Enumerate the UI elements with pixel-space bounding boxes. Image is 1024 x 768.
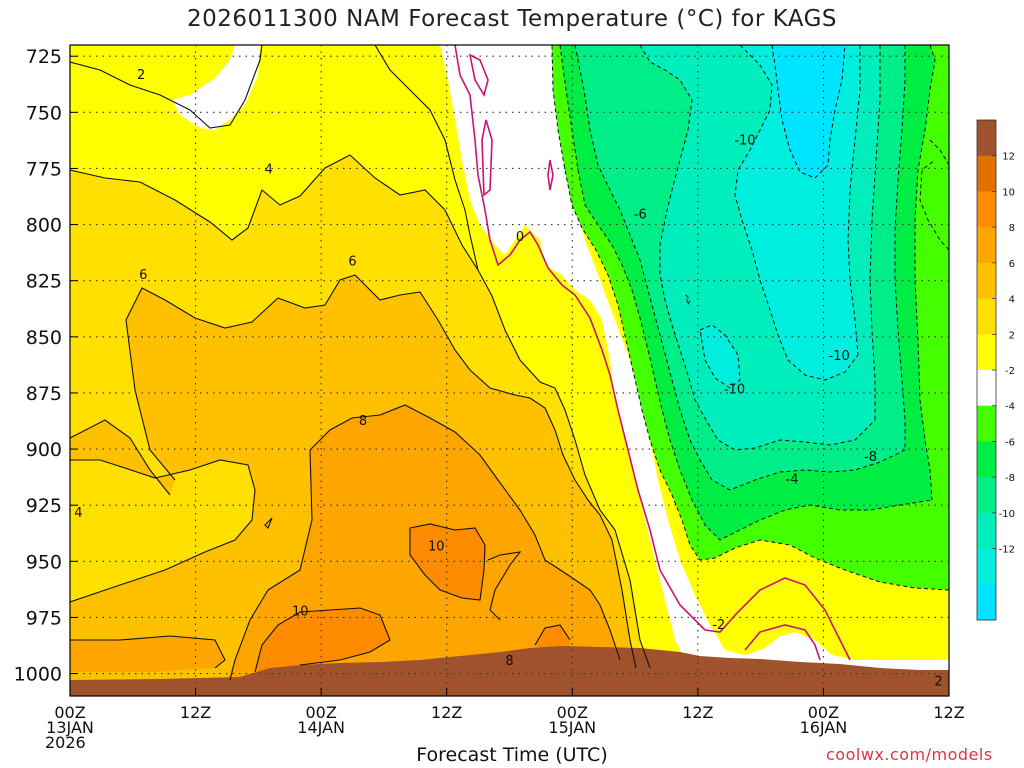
x-tick-label: 00Z — [557, 703, 588, 722]
colorbar-swatch — [977, 512, 996, 550]
contour-label: -6 — [634, 207, 647, 222]
y-tick-label: 950 — [26, 551, 62, 573]
contour-label: 10 — [292, 605, 309, 620]
contour-label: 10 — [428, 540, 445, 555]
colorbar-swatch — [977, 370, 996, 407]
contour-label: 4 — [74, 506, 82, 521]
y-tick-label: 975 — [26, 607, 62, 629]
contour-label: 4 — [265, 162, 273, 177]
contour-lines — [70, 45, 651, 681]
y-tick-label: 800 — [26, 215, 62, 237]
x-tick-label: 00Z — [54, 703, 85, 722]
y-tick-label: 725 — [26, 46, 62, 68]
colorbar-swatch — [977, 584, 996, 621]
colorbar-swatch — [977, 155, 996, 192]
x-tick-label: 12Z — [180, 703, 211, 722]
contour-label: 6 — [348, 255, 356, 270]
credit-text: coolwx.com/models — [826, 745, 993, 764]
colorbar-label: -2 — [1005, 366, 1015, 377]
contour-label: -10 — [724, 382, 745, 397]
y-tick-label: 850 — [26, 327, 62, 349]
colorbar-label: -6 — [1005, 437, 1015, 448]
colorbar-label: 2 — [1009, 330, 1015, 341]
colorbar-label: 10 — [1002, 187, 1015, 198]
x-tick-label: 13JAN — [46, 718, 94, 737]
contour-label: -10 — [734, 133, 755, 148]
x-tick-label: 14JAN — [297, 718, 345, 737]
colorbar: 12 10 8 6 4 2 -2 -4 -6 -8 -10 -12 — [976, 119, 1015, 621]
contour-label: 2 — [934, 674, 942, 689]
contour-label: -8 — [864, 450, 877, 465]
plot-frame — [69, 44, 950, 697]
x-tick-label: 00Z — [305, 703, 336, 722]
chart-title: 2026011300 NAM Forecast Temperature (°C)… — [186, 6, 838, 32]
contour-labels: 2 4 6 6 8 4 10 10 8 0 -10 -6 -10 -10 -8 -4 -2 2 — [74, 68, 942, 689]
colorbar-swatch — [977, 477, 996, 514]
y-tick-label: 875 — [26, 383, 62, 405]
x-tick-label: 2026 — [45, 733, 86, 752]
contour-label: -10 — [829, 349, 850, 364]
negative-contours — [551, 45, 949, 591]
y-tick-label: 900 — [26, 439, 62, 461]
y-tick-label: 750 — [26, 102, 62, 124]
contour-label: 8 — [505, 654, 513, 669]
colorbar-label: 8 — [1009, 223, 1015, 234]
contour-label: 0 — [516, 230, 524, 245]
colorbar-label: -12 — [999, 545, 1015, 556]
y-tick-label: 825 — [26, 271, 62, 293]
colorbar-swatch — [977, 227, 996, 264]
colorbar-label: 12 — [1002, 152, 1015, 163]
colorbar-swatch — [977, 191, 996, 228]
contour-label: -4 — [786, 472, 799, 487]
contour-label: 8 — [359, 414, 367, 429]
colorbar-label: -8 — [1005, 473, 1015, 484]
colorbar-label: -4 — [1005, 402, 1015, 413]
y-tick-label: 925 — [26, 495, 62, 517]
colorbar-swatch — [977, 262, 996, 300]
x-tick-label: 15JAN — [548, 718, 596, 737]
y-axis-labels: 725 750 775 800 825 850 875 900 925 950 975 1000 — [14, 46, 62, 685]
colorbar-swatch — [977, 405, 996, 442]
colorbar-label: -10 — [999, 509, 1015, 520]
contour-label: 2 — [137, 68, 145, 83]
colorbar-swatch — [977, 548, 996, 585]
zero-contour — [454, 45, 851, 661]
x-tick-label: 12Z — [933, 703, 964, 722]
x-tick-label: 12Z — [682, 703, 713, 722]
y-tick-label: 775 — [26, 158, 62, 180]
x-tick-label: 00Z — [808, 703, 839, 722]
x-tick-label: 12Z — [431, 703, 462, 722]
x-axis-title: Forecast Time (UTC) — [416, 744, 608, 766]
colorbar-swatch — [977, 334, 996, 371]
grid-lines — [69, 45, 950, 696]
contour-label: -2 — [712, 618, 725, 633]
colorbar-swatch — [977, 441, 996, 478]
colorbar-label: 4 — [1009, 295, 1015, 306]
field-fills — [70, 45, 949, 696]
colorbar-swatch — [977, 120, 996, 157]
y-tick-label: 1000 — [14, 664, 62, 686]
colorbar-swatch — [977, 298, 996, 335]
colorbar-label: 6 — [1009, 259, 1015, 270]
x-tick-label: 16JAN — [800, 718, 848, 737]
contour-label: 6 — [139, 268, 147, 283]
